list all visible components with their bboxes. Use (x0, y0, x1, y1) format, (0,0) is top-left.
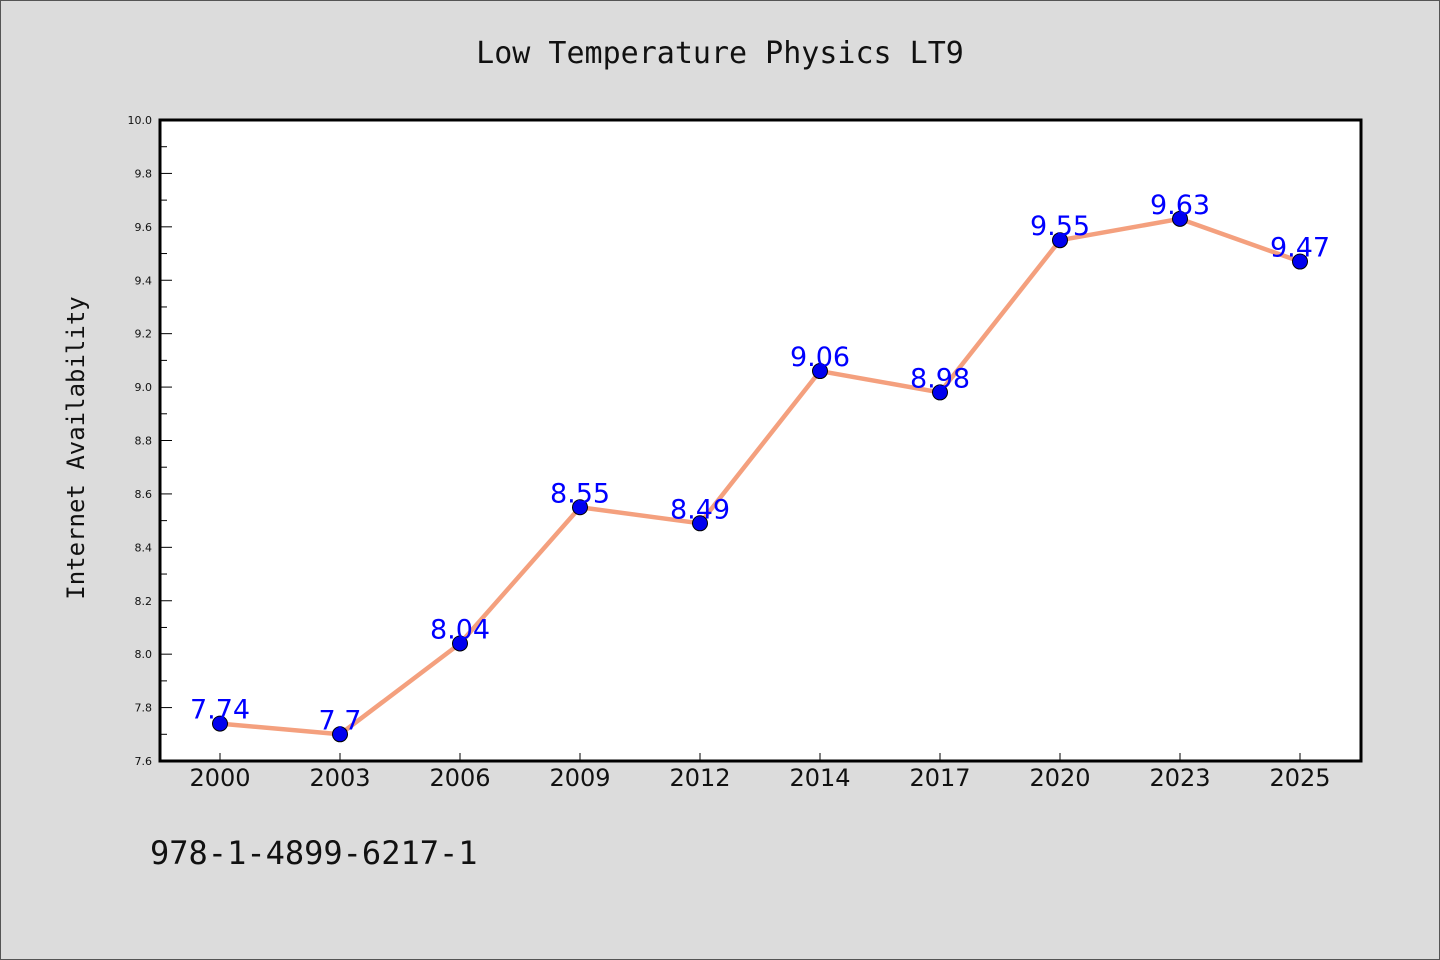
data-label: 8.04 (430, 614, 490, 645)
x-tick-label: 2023 (1149, 764, 1210, 792)
data-label: 9.47 (1270, 233, 1330, 264)
x-tick-label: 2017 (909, 764, 970, 792)
data-point (572, 499, 588, 516)
y-tick-label: 8.4 (135, 541, 153, 554)
y-tick-label: 8.8 (135, 435, 153, 448)
data-label: 9.63 (1150, 190, 1210, 221)
data-point (1172, 210, 1188, 227)
y-tick-label: 9.8 (135, 167, 153, 180)
series-group (212, 210, 1308, 743)
data-label: 9.55 (1030, 211, 1090, 242)
data-point (1052, 232, 1068, 249)
data-point (692, 515, 708, 532)
data-label: 8.55 (550, 478, 610, 509)
x-axis: 2000 2003 2006 2009 2012 2014 2017 2020 2023 2025 (189, 753, 1331, 792)
y-tick-label: 9.0 (135, 381, 153, 394)
y-tick-label: 8.0 (135, 648, 153, 661)
data-point (932, 384, 948, 401)
y-tick-label: 8.6 (135, 488, 153, 501)
x-tick-label: 2009 (549, 764, 610, 792)
data-point (1292, 253, 1308, 270)
x-tick-label: 2020 (1029, 764, 1090, 792)
y-tick-label: 8.2 (135, 595, 153, 608)
x-tick-label: 2012 (669, 764, 730, 792)
series-line (219, 216, 1301, 737)
x-tick-label: 2003 (309, 764, 370, 792)
data-point (812, 363, 828, 380)
data-label: 7.7 (319, 705, 362, 736)
x-tick-label: 2006 (429, 764, 490, 792)
data-point (452, 635, 468, 652)
y-tick-label: 7.8 (135, 702, 153, 715)
data-label: 9.06 (790, 342, 850, 373)
x-tick-label: 2025 (1269, 764, 1330, 792)
y-tick-label: 10.0 (128, 114, 153, 127)
y-tick-label: 9.2 (135, 328, 153, 341)
isbn-text: 978-1-4899-6217-1 (150, 834, 478, 872)
data-labels: 7.74 7.7 8.04 8.55 8.49 9.06 8.98 9.55 9.63 9.47 (190, 190, 1330, 736)
x-tick-label: 2014 (789, 764, 850, 792)
y-axis-label: Internet Availability (62, 296, 90, 599)
y-tick-label: 9.4 (135, 274, 153, 287)
x-tick-label: 2000 (189, 764, 250, 792)
plot-area (158, 118, 1363, 763)
data-label: 8.49 (670, 494, 730, 525)
y-tick-label: 9.6 (135, 221, 153, 234)
y-axis: 7.6 7.8 8.0 8.2 8.4 8.6 8.8 9.0 9.2 9.4 9.6 9.8 10.0 (128, 114, 172, 768)
data-label: 8.98 (910, 363, 970, 394)
data-point (212, 715, 228, 732)
chart-title: Low Temperature Physics LT9 (476, 36, 964, 71)
data-point (332, 726, 348, 743)
data-label: 7.74 (190, 695, 250, 726)
y-tick-label: 7.6 (135, 755, 153, 768)
